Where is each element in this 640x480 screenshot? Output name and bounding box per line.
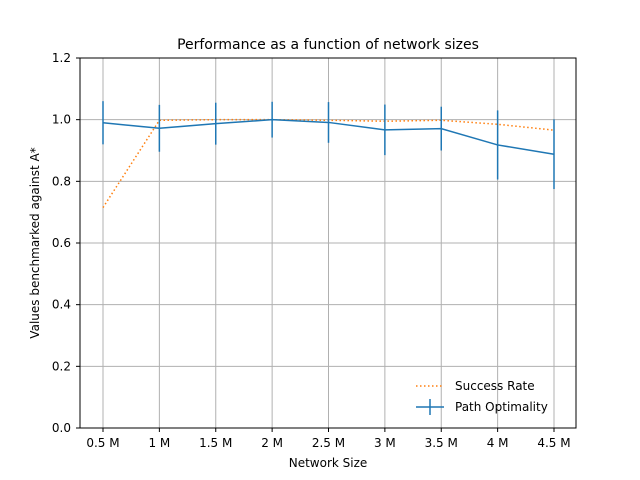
y-tick-label: 1.2	[52, 51, 71, 65]
y-tick-label: 0.2	[52, 359, 71, 373]
y-tick-label: 0.6	[52, 236, 71, 250]
chart-title: Performance as a function of network siz…	[177, 37, 479, 53]
x-axis-label: Network Size	[289, 456, 368, 470]
legend-label-success-rate: Success Rate	[455, 379, 535, 393]
y-tick-label: 0.0	[52, 421, 71, 435]
x-tick-label: 3.5 M	[425, 436, 458, 450]
legend-label-path-optimality: Path Optimality	[455, 400, 548, 414]
y-tick-label: 0.4	[52, 298, 71, 312]
legend: Success Rate Path Optimality	[416, 379, 548, 415]
x-tick-label: 1 M	[148, 436, 170, 450]
ticks: 0.5 M 1 M 1.5 M 2 M 2.5 M 3 M 3.5 M 4 M 4.5 M 0.0…	[52, 51, 571, 450]
series-layer	[102, 101, 555, 208]
y-tick-label: 1.0	[52, 113, 71, 127]
x-tick-label: 2.5 M	[312, 436, 345, 450]
x-tick-label: 1.5 M	[199, 436, 232, 450]
y-axis-label: Values benchmarked against A*	[28, 147, 42, 338]
x-tick-label: 3 M	[374, 436, 396, 450]
x-tick-label: 4.5 M	[537, 436, 570, 450]
x-tick-label: 0.5 M	[86, 436, 119, 450]
x-tick-label: 4 M	[487, 436, 509, 450]
y-tick-label: 0.8	[52, 174, 71, 188]
x-tick-label: 2 M	[261, 436, 283, 450]
